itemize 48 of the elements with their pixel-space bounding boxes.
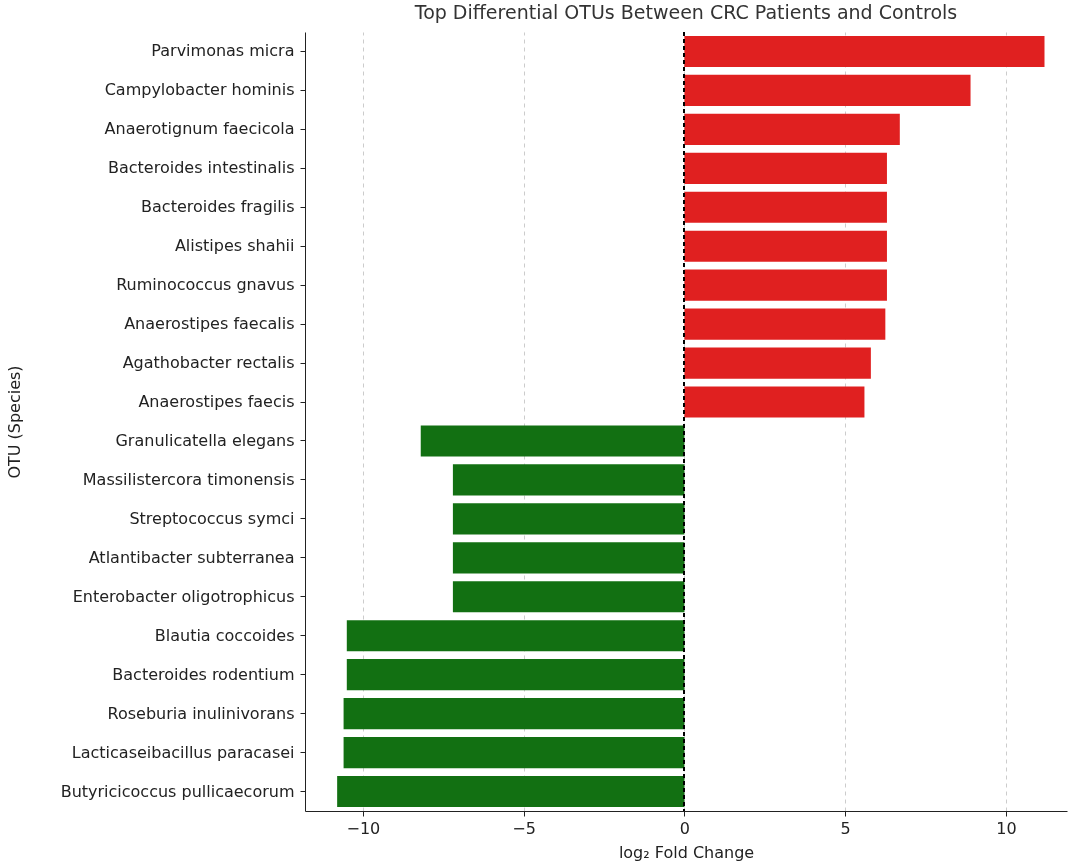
bar (346, 659, 685, 691)
x-tick-label: 0 (679, 818, 690, 838)
bar (684, 191, 887, 223)
y-tick-label: Anaerostipes faecalis (124, 314, 295, 334)
y-tick-label: Granulicatella elegans (115, 430, 295, 450)
bar (452, 542, 685, 574)
bar (684, 113, 900, 145)
bar (684, 347, 871, 379)
bar (343, 698, 685, 730)
bar (346, 620, 685, 652)
y-tick-label: Anaerotignum faecicola (104, 119, 295, 139)
x-tick-label: 10 (996, 818, 1017, 838)
bar (684, 269, 887, 301)
chart-title: Top Differential OTUs Between CRC Patients and Controls (413, 1, 958, 24)
bar (452, 464, 685, 496)
y-tick-label: Bacteroides rodentium (112, 664, 295, 684)
y-tick-label: Bacteroides intestinalis (107, 158, 295, 178)
y-tick-label: Blautia coccoides (154, 625, 295, 645)
bar (684, 74, 971, 107)
bar (452, 581, 685, 613)
y-tick-label: Anaerostipes faecis (138, 392, 295, 412)
y-tick-label: Roseburia inulinivorans (107, 703, 295, 723)
y-tick-label: Enterobacter oligotrophicus (72, 586, 295, 606)
y-tick-label: Parvimonas micra (151, 41, 295, 61)
bar (684, 308, 886, 340)
y-tick-label: Streptococcus symci (129, 508, 295, 528)
y-tick-label: Atlantibacter subterranea (88, 547, 295, 567)
x-tick-label: −5 (512, 818, 536, 838)
y-tick-label: Ruminococcus gnavus (116, 275, 295, 295)
y-axis-title: OTU (Species) (5, 365, 25, 479)
bar (684, 152, 887, 184)
bar (684, 230, 887, 262)
bar (684, 35, 1045, 68)
y-tick-label: Massilistercora timonensis (82, 469, 295, 489)
y-tick-label: Agathobacter rectalis (122, 353, 295, 373)
x-tick-label: −10 (346, 818, 381, 838)
bar (343, 737, 685, 769)
x-tick-label: 5 (840, 818, 851, 838)
x-axis-title: log₂ Fold Change (618, 842, 755, 862)
bar (337, 775, 685, 808)
y-tick-label: Butyricicoccus pullicaecorum (60, 781, 295, 801)
y-tick-label: Bacteroides fragilis (141, 197, 295, 217)
y-tick-label: Lacticaseibacillus paracasei (71, 742, 295, 762)
y-tick-label: Campylobacter hominis (104, 80, 295, 100)
bar (420, 425, 685, 457)
bar (452, 503, 685, 535)
y-tick-label: Alistipes shahii (174, 236, 295, 256)
bar (684, 386, 865, 418)
